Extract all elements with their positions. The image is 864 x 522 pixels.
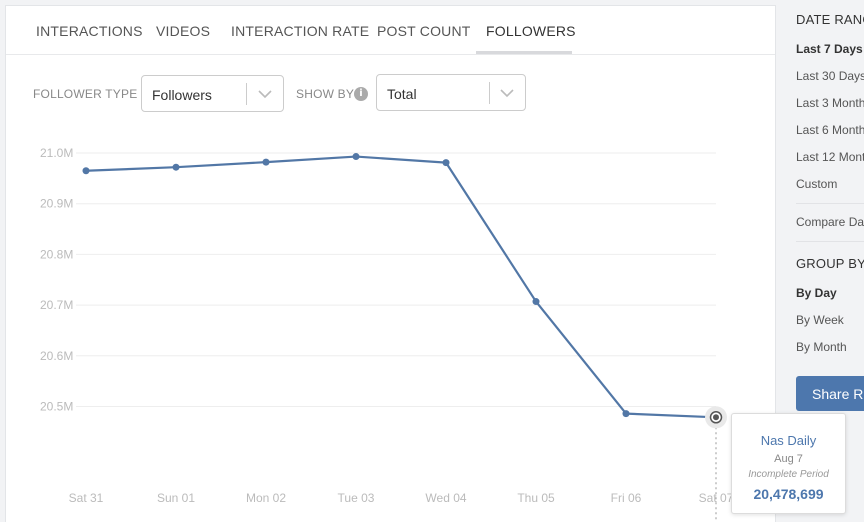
group-by-day[interactable]: By Day [796, 286, 837, 300]
x-tick-label: Sat 31 [69, 491, 104, 505]
date-range-heading: DATE RANGE [796, 12, 864, 27]
date-range-custom[interactable]: Custom [796, 177, 838, 191]
share-report-button[interactable]: Share Report [796, 376, 864, 411]
tooltip-date: Aug 7 [774, 453, 803, 465]
tab-interaction-rate[interactable]: INTERACTION RATE [231, 23, 370, 39]
y-tick-label: 20.6M [40, 349, 73, 363]
data-point [352, 153, 360, 161]
group-by-month[interactable]: By Month [796, 340, 847, 354]
y-tick-label: 20.9M [40, 197, 73, 211]
follower-type-select[interactable]: Followers [141, 75, 284, 112]
tab-followers[interactable]: FOLLOWERS [486, 23, 576, 39]
x-tick-label: Thu 05 [517, 491, 555, 505]
series-line [85, 155, 717, 419]
group-by-week[interactable]: By Week [796, 313, 844, 327]
data-point [172, 163, 180, 171]
tab-videos[interactable]: VIDEOS [156, 23, 211, 39]
date-range-last-30-days[interactable]: Last 30 Days [796, 69, 864, 83]
tooltip-value: 20,478,699 [753, 486, 824, 502]
data-point [262, 158, 270, 166]
date-range-last-3-months[interactable]: Last 3 Months [796, 96, 864, 110]
y-tick-label: 20.5M [40, 400, 73, 414]
show-by-label: SHOW BY [296, 87, 355, 101]
share-report-label: Share Report [812, 386, 864, 402]
data-point [622, 410, 630, 418]
tab-interactions[interactable]: INTERACTIONS [36, 23, 143, 39]
sidebar-divider [796, 203, 864, 204]
metric-tabs: INTERACTIONS VIDEOS INTERACTION RATE POS… [6, 6, 775, 55]
data-point-tooltip: Nas Daily Aug 7 Incomplete Period 20,478… [731, 413, 846, 514]
x-tick-label: Mon 02 [246, 491, 286, 505]
y-tick-label: 20.7M [40, 298, 73, 312]
group-by-heading: GROUP BY [796, 256, 864, 271]
data-point [532, 298, 540, 306]
data-point [442, 159, 450, 167]
select-separator [246, 83, 247, 105]
tooltip-note: Incomplete Period [748, 469, 829, 480]
y-tick-label: 21.0M [40, 146, 73, 160]
tooltip-series-name: Nas Daily [760, 433, 817, 448]
x-tick-label: Sun 01 [157, 491, 195, 505]
chevron-down-icon [258, 90, 272, 99]
sidebar-divider [796, 241, 864, 242]
x-tick-label: Fri 06 [611, 491, 642, 505]
date-range-last-6-months[interactable]: Last 6 Months [796, 123, 864, 137]
follower-type-value: Followers [152, 87, 212, 103]
select-separator [489, 82, 490, 104]
data-point [713, 414, 719, 421]
follower-type-label: FOLLOWER TYPE [33, 87, 138, 101]
x-tick-label: Tue 03 [338, 491, 375, 505]
x-tick-label: Wed 04 [425, 491, 466, 505]
show-by-select[interactable]: Total [376, 74, 526, 111]
show-by-value: Total [387, 86, 417, 102]
info-icon[interactable]: i [354, 87, 368, 101]
data-point [82, 167, 90, 175]
report-sidebar: DATE RANGE Last 7 Days Last 30 Days Last… [776, 0, 864, 522]
date-range-last-12-months[interactable]: Last 12 Months [796, 150, 864, 164]
compare-dates-link[interactable]: Compare Dates [796, 215, 864, 229]
active-tab-indicator [476, 51, 572, 54]
chart-panel: INTERACTIONS VIDEOS INTERACTION RATE POS… [5, 5, 776, 522]
tab-post-count[interactable]: POST COUNT [377, 23, 471, 39]
date-range-last-7-days[interactable]: Last 7 Days [796, 42, 863, 56]
chevron-down-icon [500, 89, 514, 98]
y-tick-label: 20.8M [40, 247, 73, 261]
